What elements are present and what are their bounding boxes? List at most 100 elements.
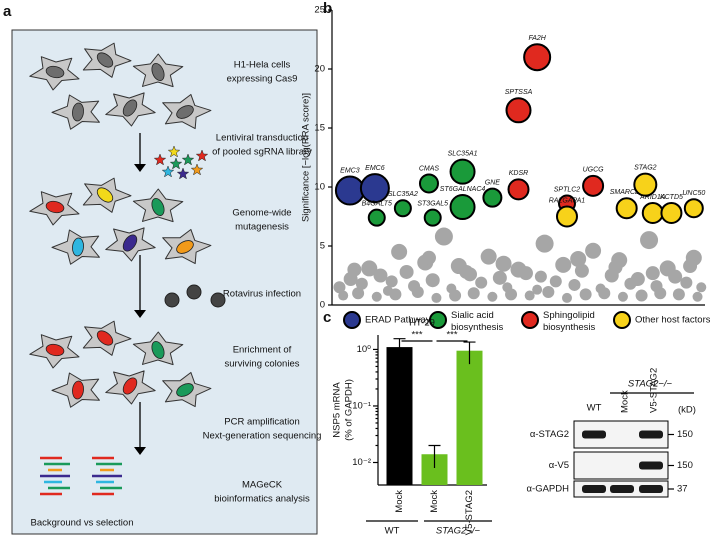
point [570, 250, 587, 267]
point [633, 172, 658, 197]
star [190, 163, 204, 176]
arrowhead [134, 310, 146, 318]
gene-label: ST6GALNAC4 [440, 186, 486, 193]
step-label: PCR amplification [224, 417, 300, 428]
gene-label: SPTLC2 [554, 186, 581, 193]
step-label: Next-generation sequencing [203, 431, 322, 442]
virus [186, 284, 202, 300]
point [389, 288, 402, 301]
x-tick-label: V5-STAG2 [464, 490, 475, 535]
point [672, 288, 685, 301]
y-tick-label: 10⁻¹ [352, 400, 371, 411]
point [532, 284, 543, 295]
step-label: MAGeCK [242, 480, 283, 491]
star [169, 157, 183, 170]
y-tick-label: 5 [320, 241, 325, 252]
point [518, 266, 533, 281]
point [524, 290, 535, 301]
point [561, 292, 572, 303]
legend-line: Sialic acid [451, 310, 496, 321]
scatter-chart: 0 5 10 15 20 25 Significance [−log(RRA score)]… [301, 5, 710, 333]
point [507, 178, 530, 201]
nucleus [122, 234, 138, 252]
nucleus [45, 343, 65, 357]
point [482, 187, 503, 208]
point [668, 269, 683, 284]
nucleus [96, 52, 114, 68]
title: HT-29 [409, 318, 435, 329]
point [361, 260, 378, 277]
nucleus [72, 102, 84, 122]
nucleus [45, 65, 65, 79]
point [418, 173, 439, 194]
gene-label: EMC3 [340, 167, 360, 174]
point [480, 248, 497, 265]
point [534, 270, 547, 283]
gene-label: KDSR [509, 170, 528, 177]
point [449, 289, 462, 302]
gene-label: SLC35A1 [448, 151, 478, 158]
nucleus [151, 63, 165, 81]
star [161, 165, 175, 178]
point [423, 208, 442, 227]
point [475, 276, 488, 289]
bar [386, 347, 413, 485]
point [367, 208, 386, 227]
point [449, 194, 476, 221]
western-blot: WT STAG2−/−Mock V5-STAG2 (kD) α-STAG2 150 α-V5… [527, 368, 696, 498]
kd-label: 37 [677, 484, 688, 495]
group-label: WT [385, 526, 400, 537]
point [467, 287, 480, 300]
point [505, 288, 518, 301]
point [660, 201, 683, 224]
point [459, 264, 474, 279]
nucleus [176, 240, 194, 254]
nucleus [96, 187, 114, 203]
gene-label: SMARCB1 [610, 189, 644, 196]
gene-label: UGCG [583, 167, 605, 174]
point [338, 290, 349, 301]
gene-label: SPTSSA [505, 89, 533, 96]
arrowhead [134, 164, 146, 172]
gene-label: KCTD5 [660, 194, 683, 201]
step-label: H1-Hela cells [234, 60, 291, 71]
error-bar [463, 341, 476, 365]
gene-label: UNC50 [682, 190, 705, 197]
legend-label: Sialic acid biosynthesis [451, 310, 504, 333]
point [635, 289, 648, 302]
legend-marker [521, 311, 539, 329]
point [641, 201, 664, 224]
point [555, 256, 572, 273]
lane-label: Mock [620, 390, 631, 413]
gene-label: RALGAPA1 [549, 197, 586, 204]
arrowhead [134, 447, 146, 455]
star [153, 153, 167, 166]
panel-label: c [323, 309, 331, 326]
y-axis-label: (% of GAPDH) [344, 379, 355, 441]
band [639, 461, 663, 470]
point [505, 97, 532, 124]
error-bar [428, 444, 441, 468]
point [393, 199, 412, 218]
step-label: Rotavirus infection [223, 289, 301, 300]
point [425, 273, 440, 288]
legend-label: ERAD Pathway [365, 315, 431, 326]
workflow: H1-Hela cells expressing Cas9 Lentiviral t… [29, 42, 322, 529]
gene-label: SLC35A2 [388, 191, 418, 198]
legend-label: Other host factors [635, 315, 710, 326]
antibody-label: α-STAG2 [530, 429, 569, 440]
point [555, 205, 578, 228]
step-label: expressing Cas9 [227, 74, 298, 85]
step-label: Enrichment of [233, 345, 292, 356]
y-tick-label: 15 [314, 123, 325, 134]
point [355, 277, 368, 290]
band [582, 430, 606, 439]
nucleus [122, 377, 138, 395]
star [181, 153, 195, 166]
y-tick-label: 0 [320, 300, 325, 311]
gene-label: B4GALT5 [362, 201, 392, 208]
nucleus [45, 200, 65, 214]
virus [164, 292, 180, 308]
gene-label: STAG2 [634, 164, 657, 171]
bar-chart: 10⁻² 10⁻¹ 10⁰ HT-29 NSP5 mRNA (% of GAPDH) Moc… [332, 318, 492, 537]
